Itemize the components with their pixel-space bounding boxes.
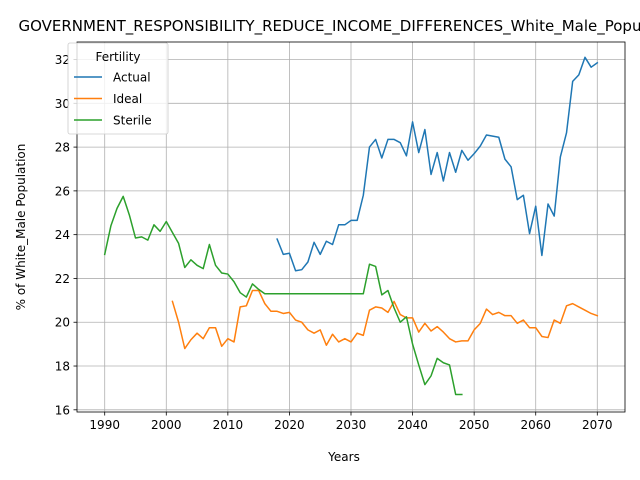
y-tick-label: 32: [55, 53, 70, 67]
x-tick-label: 2030: [336, 418, 367, 432]
legend-box: [67, 42, 169, 135]
x-tick-label: 2060: [520, 418, 551, 432]
y-axis-label: % of White_Male Population: [14, 144, 28, 311]
x-tick-label: 2050: [459, 418, 490, 432]
series-line-actual: [276, 56, 599, 272]
x-tick-label: 2070: [582, 418, 613, 432]
y-tick-label: 30: [55, 97, 70, 111]
grid-lines: [77, 42, 625, 412]
x-tick-label: 2020: [274, 418, 305, 432]
y-tick-label: 22: [55, 272, 70, 286]
legend: Fertility Actual Ideal Sterile: [67, 42, 169, 135]
series-layer: [103, 56, 599, 396]
y-tick-label: 24: [55, 228, 70, 242]
y-tick-label: 20: [55, 316, 70, 330]
x-axis-ticks: 1990 2000 2010 2020 2030 2040 2050 2060 2070: [89, 412, 613, 432]
chart-title: GOVERNMENT_RESPONSIBILITY_REDUCE_INCOME_…: [18, 17, 640, 36]
y-axis-ticks: 16 18 20 22 24 26 28 30 32: [55, 53, 77, 417]
y-tick-label: 16: [55, 403, 70, 417]
series-line-sterile: [103, 195, 463, 396]
x-tick-label: 2040: [397, 418, 428, 432]
legend-label-ideal: Ideal: [113, 92, 142, 106]
y-tick-label: 26: [55, 184, 70, 198]
x-tick-label: 2000: [151, 418, 182, 432]
legend-items: Actual Ideal Sterile: [74, 71, 152, 128]
x-axis-label: Years: [327, 450, 360, 464]
y-tick-label: 28: [55, 141, 70, 155]
y-tick-label: 18: [55, 360, 70, 374]
x-tick-label: 1990: [89, 418, 120, 432]
series-line-ideal: [171, 289, 599, 350]
x-tick-label: 2010: [213, 418, 244, 432]
legend-label-sterile: Sterile: [113, 114, 152, 128]
legend-title: Fertility: [95, 50, 140, 64]
legend-label-actual: Actual: [113, 71, 151, 85]
